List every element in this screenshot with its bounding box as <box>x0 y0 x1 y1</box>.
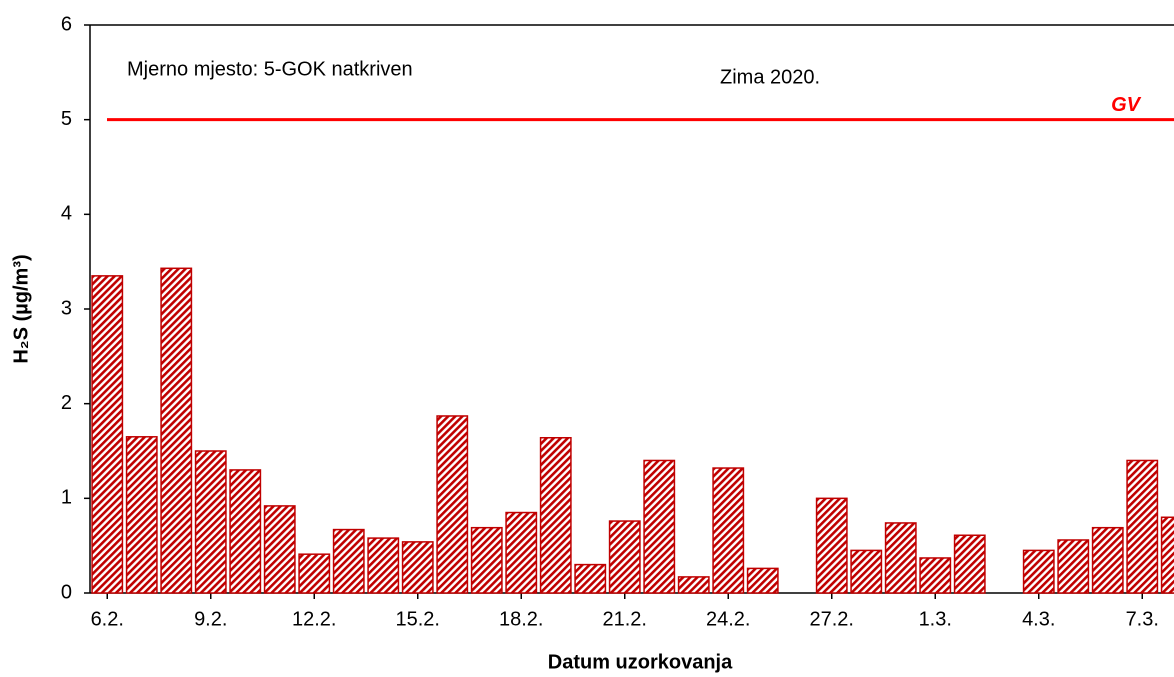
x-tick-label: 9.2. <box>194 608 227 630</box>
bar <box>263 505 296 594</box>
bar <box>1160 516 1174 594</box>
annotation: Mjerno mjesto: 5-GOK natkriven <box>127 58 413 80</box>
bar <box>1022 549 1055 594</box>
bar <box>505 511 538 594</box>
bar <box>125 436 158 594</box>
bar <box>436 415 469 594</box>
y-tick-label: 4 <box>61 203 72 225</box>
x-tick-label: 21.2. <box>603 608 647 630</box>
x-tick-label: 15.2. <box>396 608 440 630</box>
bar <box>1057 539 1090 594</box>
bar <box>470 526 503 594</box>
bar <box>194 450 227 594</box>
y-axis-title: H₂S (µg/m³) <box>10 254 32 363</box>
x-tick-label: 6.2. <box>91 608 124 630</box>
y-tick-label: 5 <box>61 108 72 130</box>
bar <box>884 522 917 594</box>
bar <box>367 537 400 594</box>
x-tick-label: 4.3. <box>1022 608 1055 630</box>
bar <box>332 528 365 594</box>
bar <box>1091 526 1124 594</box>
y-tick-label: 3 <box>61 297 72 319</box>
y-tick-label: 1 <box>61 487 72 509</box>
bar <box>229 469 262 594</box>
x-axis-title: Datum uzorkovanja <box>548 651 733 673</box>
bar <box>712 467 745 594</box>
bar <box>746 567 779 594</box>
y-tick-label: 6 <box>61 13 72 35</box>
bar <box>953 534 986 594</box>
y-tick-label: 2 <box>61 392 72 414</box>
reference-label: GV <box>1111 94 1142 116</box>
bar <box>677 576 710 594</box>
y-tick-label: 0 <box>61 581 72 603</box>
bar <box>608 520 641 594</box>
x-tick-label: 1.3. <box>919 608 952 630</box>
bar <box>643 459 676 594</box>
bar <box>539 436 572 594</box>
bar <box>574 563 607 594</box>
bar <box>815 497 848 594</box>
x-tick-label: 18.2. <box>499 608 543 630</box>
bar <box>1126 459 1159 594</box>
bar <box>298 553 331 594</box>
x-tick-label: 12.2. <box>292 608 336 630</box>
bar <box>919 557 952 594</box>
bar <box>91 275 124 594</box>
x-tick-label: 24.2. <box>706 608 750 630</box>
bar <box>160 267 193 594</box>
x-tick-label: 7.3. <box>1126 608 1159 630</box>
bar <box>850 549 883 594</box>
annotation: Zima 2020. <box>720 66 820 88</box>
bar <box>401 541 434 594</box>
x-tick-label: 27.2. <box>810 608 854 630</box>
